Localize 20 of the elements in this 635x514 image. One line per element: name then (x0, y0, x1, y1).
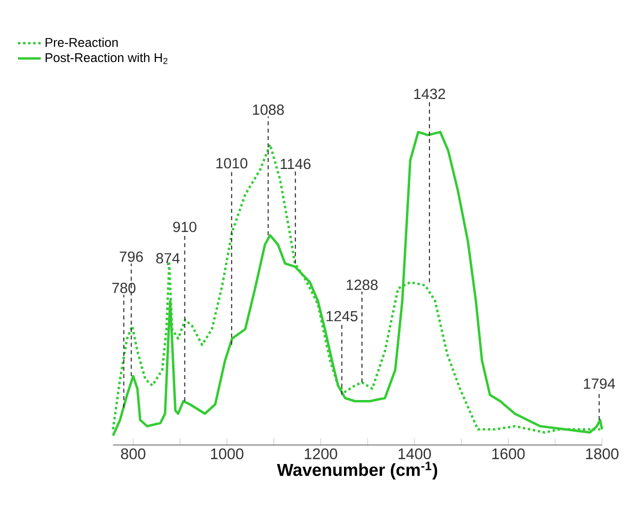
x-axis-title: Wavenumber (cm$^{-1}$) (276, 462, 438, 480)
annotation: 1432 (414, 88, 446, 100)
x-tick-label: 800 (121, 448, 146, 460)
legend-label: Pre-Reaction (46, 38, 118, 47)
legend-label: Post-Reaction with H$_{2}$ (46, 52, 168, 64)
annotation: 1146 (280, 158, 310, 170)
annotation: 780 (112, 282, 136, 294)
annotation: 1010 (216, 158, 248, 168)
annotation: 874 (156, 253, 180, 264)
annotation: 1288 (346, 280, 378, 290)
annotation: 910 (173, 222, 196, 232)
annotation: 796 (120, 251, 143, 262)
annotation: 1088 (252, 104, 284, 115)
x-tick-label: 1400 (398, 448, 431, 460)
x-tick-label: 1000 (211, 448, 244, 460)
annotation: 1794 (584, 378, 616, 389)
annotation: 1245 (326, 310, 358, 322)
x-tick-label: 1800 (586, 448, 618, 460)
x-tick-label: 1200 (304, 448, 338, 460)
x-tick-label: 1600 (492, 448, 525, 460)
